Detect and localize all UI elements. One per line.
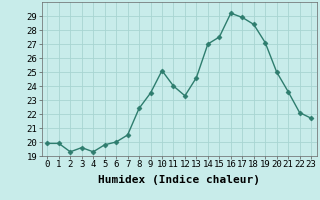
X-axis label: Humidex (Indice chaleur): Humidex (Indice chaleur) <box>98 175 260 185</box>
